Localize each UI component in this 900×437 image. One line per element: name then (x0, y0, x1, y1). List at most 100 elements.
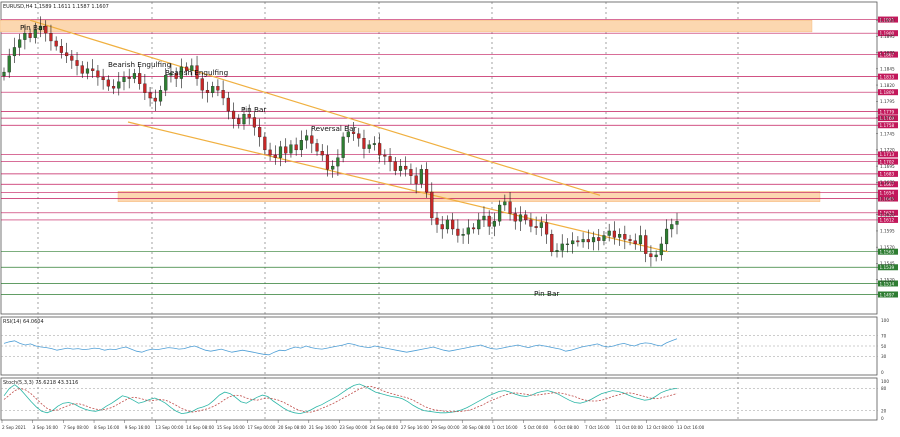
candle-body (644, 235, 648, 254)
y-tick-label: 1.1645 (880, 196, 895, 201)
candle-body (633, 240, 637, 245)
stoch-tick-label: 100 (881, 379, 889, 384)
candle-body (435, 217, 439, 225)
candle-body (44, 25, 48, 34)
level-tag (878, 16, 898, 23)
candle-body (38, 25, 43, 31)
x-tick-label: 13 Sep 00:00 (155, 425, 183, 430)
candle-body (75, 60, 79, 66)
candle-body (310, 135, 314, 144)
candle-body (539, 222, 543, 228)
candle-body (487, 215, 491, 227)
candle-body (148, 92, 152, 99)
level-label: 1.1654 (880, 190, 895, 195)
level-tag (878, 89, 898, 96)
x-tick-label: 9 Sep 16:00 (125, 425, 151, 430)
y-tick-label: 1.1670 (880, 180, 895, 185)
candle-body (544, 222, 549, 235)
candle-body (492, 221, 496, 227)
descending-channel (29, 19, 669, 253)
x-tick-label: 3 Sep 16:00 (33, 425, 59, 430)
y-tick-label: 1.1745 (880, 131, 895, 136)
candle-body (185, 66, 189, 71)
candle-body (315, 143, 319, 152)
y-tick-label: 1.1545 (880, 261, 895, 266)
candle-body (153, 97, 157, 102)
candle-body (471, 227, 476, 230)
rsi-tick-label: 100 (881, 318, 889, 323)
level-label: 1.1514 (880, 281, 895, 286)
candle-body (299, 140, 303, 151)
candle-body (127, 77, 131, 79)
price-panel[interactable] (0, 1, 878, 315)
candle-body (409, 169, 413, 176)
candle-body (357, 133, 361, 139)
candle-body (305, 135, 309, 141)
rsi-tick-label: 70 (881, 333, 887, 338)
y-tick-label: 1.1695 (880, 164, 895, 169)
y-tick-label: 1.1520 (880, 277, 895, 282)
candle-body (65, 52, 69, 57)
level-label: 1.1702 (880, 159, 895, 164)
candle-body (252, 117, 257, 128)
candle-body (591, 237, 596, 243)
x-tick-label: 21 Sep 16:00 (309, 425, 337, 430)
candle-body (565, 243, 570, 245)
x-tick-label: 7 Oct 16:00 (585, 425, 610, 430)
level-tag (878, 280, 898, 287)
candle-body (49, 33, 53, 42)
candle-body (268, 149, 272, 156)
level-tag (878, 108, 898, 115)
candle-body (263, 136, 267, 151)
candle-body (383, 154, 387, 157)
level-tag (878, 158, 898, 165)
level-label: 1.1758 (880, 123, 895, 128)
stoch-tick-label: 80 (881, 386, 887, 391)
candle-body (513, 213, 517, 222)
stochastic-panel[interactable] (0, 377, 878, 421)
candle-body (607, 230, 611, 236)
zone-rect (0, 20, 813, 33)
level-label: 1.1921 (880, 17, 895, 22)
candle-body (54, 40, 58, 47)
candle-body (237, 118, 241, 125)
x-tick-label: 1 Oct 16:00 (493, 425, 518, 430)
candle-body (28, 33, 32, 38)
candle-body (12, 47, 17, 57)
candle-body (216, 86, 220, 91)
stoch-signal-line (3, 385, 678, 413)
candle-body (18, 39, 22, 48)
candle-body (659, 243, 663, 256)
y-tick-label: 1.1795 (880, 99, 895, 104)
candle-body (205, 90, 210, 93)
level-tag (878, 73, 898, 80)
y-tick-label: 1.1870 (880, 50, 895, 55)
stoch-tick-label: 0 (881, 416, 884, 421)
level-label: 1.1563 (880, 249, 895, 254)
level-label: 1.1809 (880, 90, 895, 95)
candle-body (226, 97, 230, 112)
candle-body (195, 65, 199, 79)
candle-body (211, 86, 215, 93)
candles (2, 16, 679, 267)
candle-body (555, 250, 559, 252)
candle-body (294, 144, 298, 151)
candle-body (143, 83, 147, 93)
candle-body (456, 228, 460, 236)
level-label: 1.1867 (880, 52, 895, 57)
x-tick-label: 23 Sep 00:00 (340, 425, 368, 430)
candle-body (284, 146, 288, 154)
x-tick-label: 2 Sep 2021 (2, 425, 26, 430)
price-axis: 1.1920 1.1895 1.1870 1.1845 1.1820 1.1795 1.17… (876, 18, 895, 282)
x-tick-label: 29 Sep 00:00 (432, 425, 460, 430)
candle-body (560, 243, 564, 251)
candle-body (7, 55, 11, 73)
x-tick-label: 7 Sep 08:00 (63, 425, 89, 430)
candle-body (367, 144, 371, 149)
x-tick-label: 8 Sep 16:00 (94, 425, 120, 430)
candle-body (378, 143, 382, 156)
candle-body (550, 234, 554, 252)
candle-body (466, 227, 470, 235)
